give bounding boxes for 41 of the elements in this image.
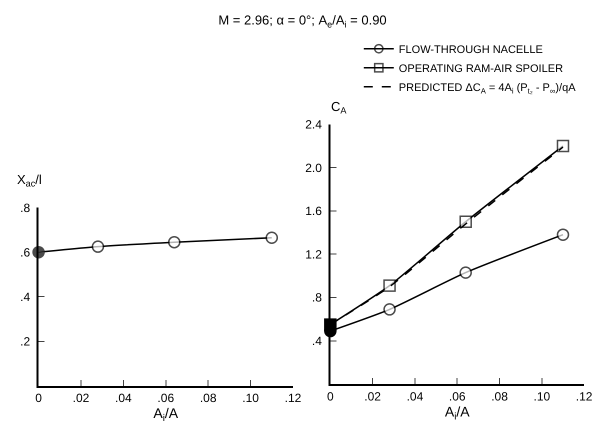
x-tick-label: .04 [115,391,132,406]
x-tick-label: .12 [284,391,302,406]
chart-title: M = 2.96; α = 0°; A$_{e}$/A$_{i}$ = 0.90 [218,12,387,30]
x-axis-title: A$_{i}$/A [444,404,470,422]
x-axis-title: A$_{i}$/A [153,405,179,424]
point [266,232,278,244]
point [383,303,396,316]
y-tick-label: 1.2 [305,247,322,262]
text: PREDICTED ΔC$_{A}$ = 4A$_{i}$ (P$_{t₂}$ - P$_{∞}$)/qA [398,82,576,96]
x-tick-label: .08 [491,390,508,404]
x-tick-label: .04 [406,390,424,404]
y-tick-label: 2.4 [305,118,322,132]
x-tick-label: .08 [200,391,217,406]
point [556,228,570,241]
x-tick-label: .06 [157,391,174,406]
x-tick-label: .10 [533,390,550,404]
y-tick-label: .4 [20,290,30,304]
point [92,240,104,253]
x-tick-label: 0 [326,390,334,404]
point [168,236,181,248]
point [383,279,396,292]
x-tick-label: 0 [35,391,42,406]
point [459,215,472,228]
legend-label: FLOW-THROUGH NACELLE [398,44,543,56]
y-tick-label: 2.0 [305,160,322,175]
legend-label: OPERATING RAM-AIR SPOILER [398,63,564,76]
y-tick-label: .4 [312,334,322,348]
y-tick-label: .8 [20,200,30,215]
y-tick-label: .2 [20,334,30,348]
x-tick-label: .02 [364,390,382,404]
point [459,266,472,279]
y-axis-title: X$_{ac}$/l [17,172,42,189]
x-tick-label: .10 [242,391,260,406]
x-tick-label: .06 [448,390,466,404]
y-axis-title: C$_{A}$ [331,99,348,116]
y-tick-label: 1.6 [305,204,322,218]
y-tick-label: .6 [20,245,30,260]
x-tick-label: .02 [72,391,90,406]
y-tick-label: .8 [312,290,322,305]
x-tick-label: .12 [576,390,593,404]
point [556,140,570,152]
